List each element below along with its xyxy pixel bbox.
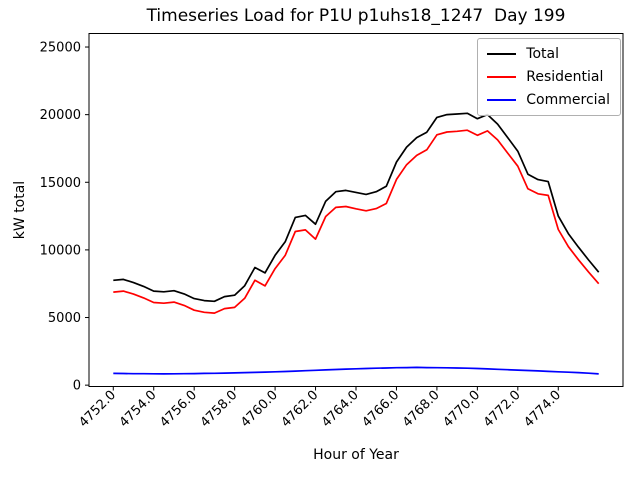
y-tick-label: 5000: [48, 311, 81, 326]
x-tick-label: 4754.0: [117, 388, 160, 431]
chart-title: Timeseries Load for P1U p1uhs18_1247 Day…: [146, 6, 566, 26]
x-tick-label: 4770.0: [440, 388, 483, 431]
series-line-residential: [113, 129, 600, 314]
x-tick-label: 4756.0: [157, 388, 200, 431]
x-tick-label: 4774.0: [521, 388, 564, 431]
total-line-icon: [487, 52, 517, 56]
y-tick-label: 20000: [40, 108, 81, 123]
series-line-commercial: [113, 366, 599, 375]
x-tick-label: 4764.0: [319, 388, 362, 431]
legend-row-total: Total: [487, 46, 610, 62]
x-tick-label: 4758.0: [198, 388, 241, 431]
residential-line-icon: [487, 75, 517, 79]
x-axis-label: Hour of Year: [313, 447, 399, 463]
y-tick-label: 10000: [40, 243, 81, 258]
legend-row-residential: Residential: [487, 69, 610, 85]
legend-row-commercial: Commercial: [487, 92, 610, 108]
x-tick-label: 4768.0: [400, 388, 443, 431]
commercial-line-icon: [487, 98, 517, 102]
x-tick-label: 4760.0: [238, 388, 281, 431]
legend-label-commercial: Commercial: [526, 92, 610, 108]
legend-label-total: Total: [526, 46, 559, 62]
y-tick-label: 25000: [40, 41, 81, 56]
legend: Total Residential Commercial: [477, 38, 621, 116]
legend-label-residential: Residential: [526, 69, 604, 85]
x-tick-label: 4772.0: [481, 388, 524, 431]
y-tick-label: 15000: [40, 176, 81, 191]
x-tick-label: 4762.0: [279, 388, 322, 431]
x-tick-label: 4752.0: [76, 388, 119, 431]
y-tick-label: 0: [73, 379, 81, 394]
series-line-total: [113, 112, 600, 303]
x-tick-label: 4766.0: [360, 388, 403, 431]
